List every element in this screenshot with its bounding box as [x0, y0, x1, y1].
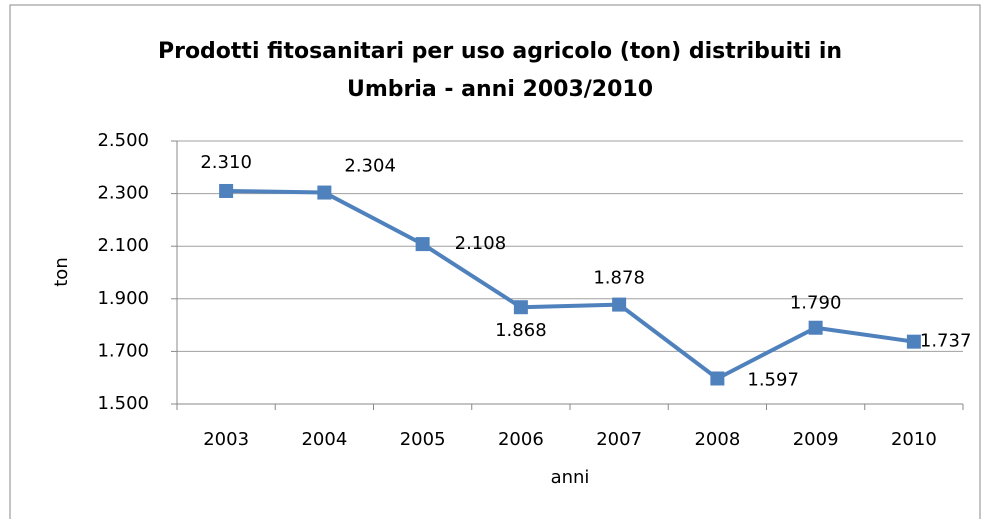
y-tick-label: 1.500	[97, 393, 149, 414]
x-axis-label: anni	[551, 467, 590, 488]
data-label: 1.878	[593, 268, 645, 289]
data-line	[226, 188, 915, 381]
data-label: 2.108	[455, 233, 507, 254]
y-tick-label: 2.100	[97, 235, 149, 256]
data-point	[906, 334, 921, 349]
data-label: 1.868	[495, 320, 547, 341]
data-point	[808, 320, 823, 335]
data-label: 1.597	[747, 369, 799, 390]
y-tick-label: 2.500	[97, 130, 149, 151]
data-point	[219, 183, 234, 198]
x-tick-label: 2004	[301, 429, 347, 450]
chart-title: Prodotti fitosanitari per uso agricolo (…	[158, 39, 842, 64]
x-tick-label: 2009	[793, 429, 839, 450]
y-tick-label: 1.900	[97, 288, 149, 309]
y-tick-label: 1.700	[97, 340, 149, 361]
data-point	[317, 185, 332, 200]
x-tick-label: 2006	[498, 429, 544, 450]
x-tick-label: 2010	[891, 429, 937, 450]
x-tick-label: 2005	[400, 429, 446, 450]
data-point	[710, 371, 725, 386]
data-point	[612, 297, 627, 312]
data-label: 2.304	[344, 156, 396, 177]
data-point	[513, 300, 528, 315]
data-point	[415, 237, 430, 252]
x-tick-label: 2003	[203, 429, 249, 450]
chart-frame	[9, 4, 981, 519]
y-axis-label: ton	[51, 257, 72, 286]
x-tick-label: 2008	[694, 429, 740, 450]
y-tick-label: 2.300	[97, 183, 149, 204]
x-tick-label: 2007	[596, 429, 642, 450]
data-label: 1.790	[790, 293, 842, 314]
data-label: 1.737	[920, 331, 972, 352]
data-label: 2.310	[200, 152, 252, 173]
chart-title: Umbria - anni 2003/2010	[347, 77, 653, 102]
